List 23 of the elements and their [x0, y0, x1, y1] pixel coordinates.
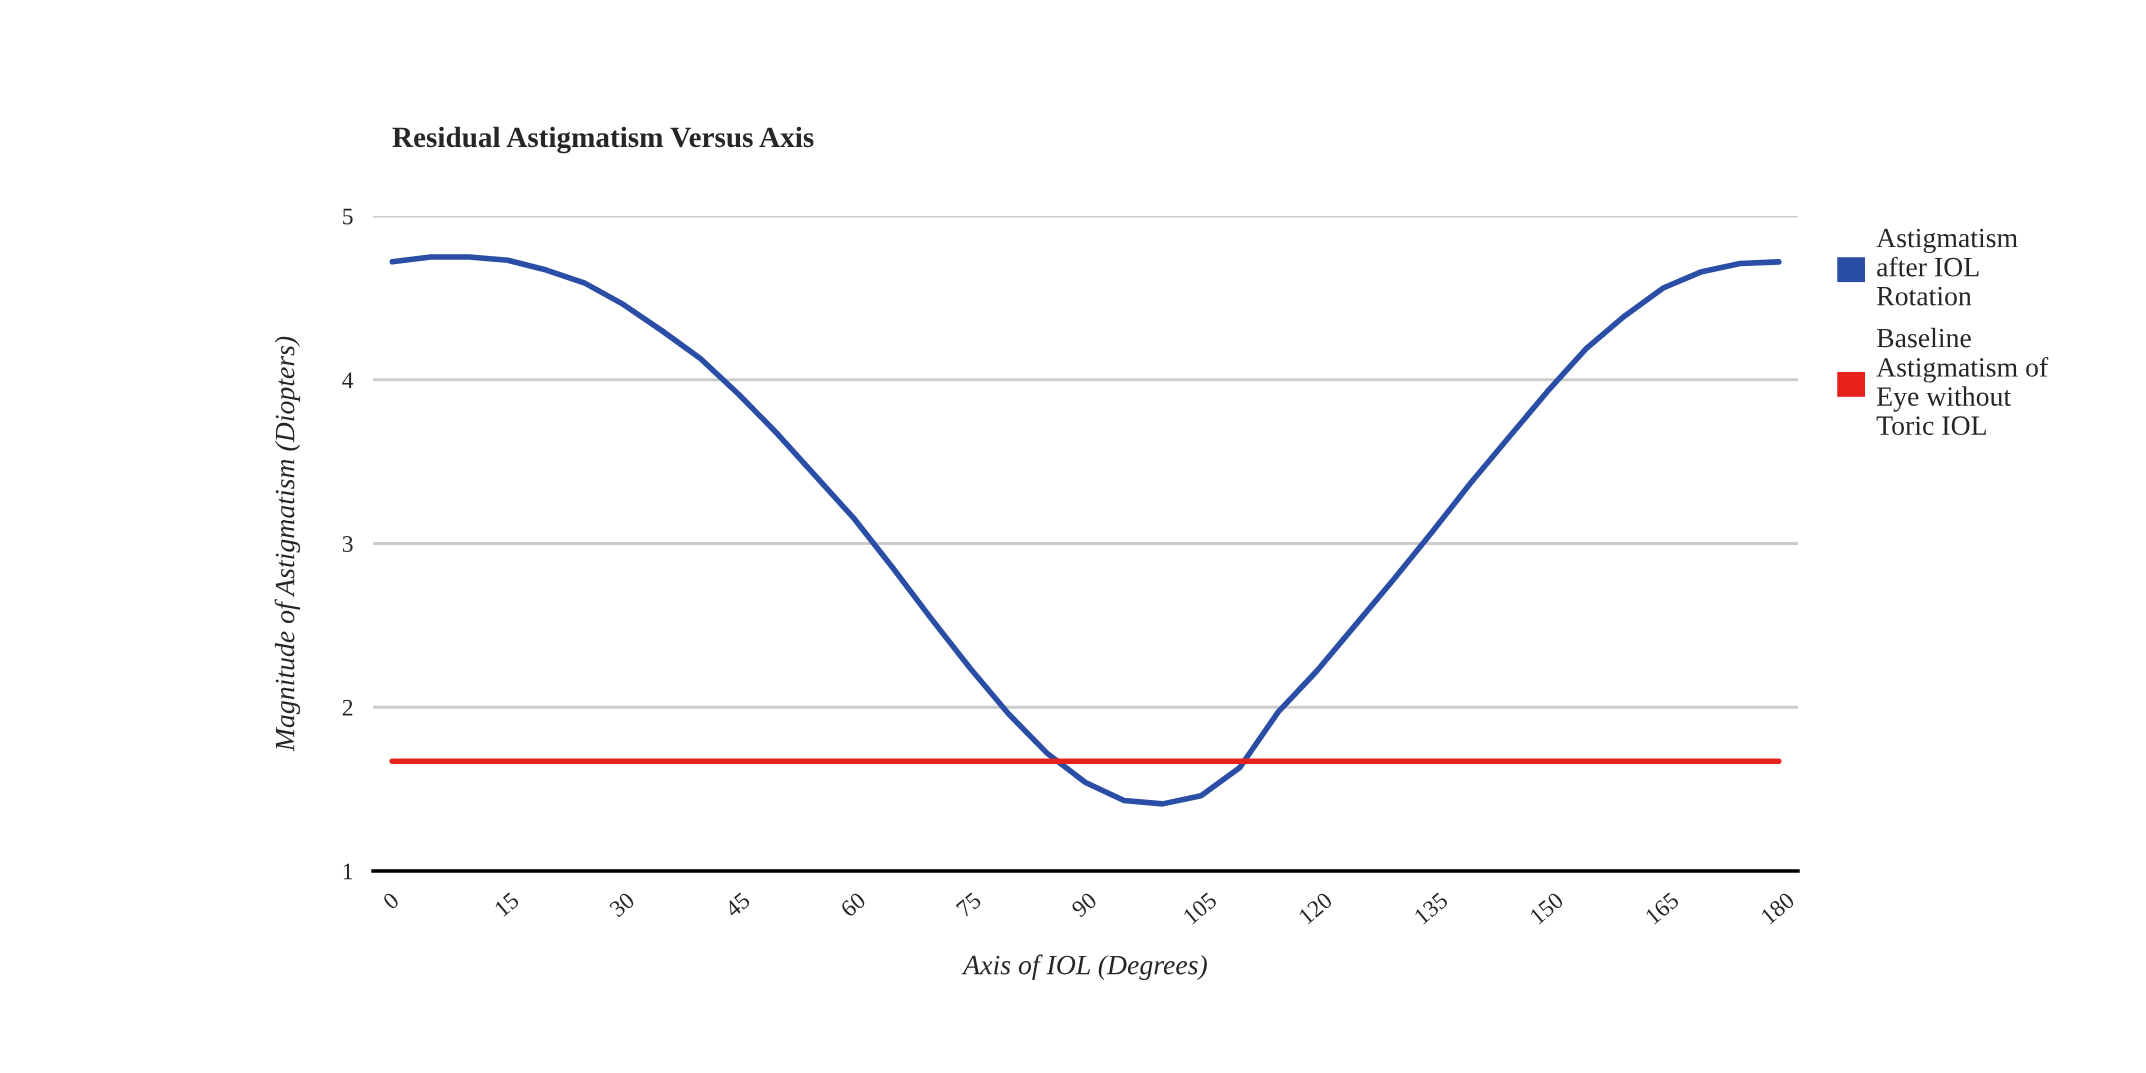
x-tick-label: 180 [1760, 891, 1796, 925]
x-tick-label: 105 [1182, 891, 1218, 925]
x-tick-label: 165 [1644, 891, 1680, 925]
y-tick-label: 3 [342, 536, 353, 552]
x-tick-label: 0 [381, 891, 400, 911]
x-tick-label: 15 [493, 891, 520, 918]
x-tick-label: 45 [723, 891, 752, 919]
x-tick-label: 150 [1529, 891, 1565, 925]
y-tick-label: 4 [342, 372, 354, 388]
chart-title: Residual Astigmatism Versus Axis [392, 126, 814, 154]
y-axis-title: Magnitude of Astigmatism (Diopters) [274, 336, 301, 752]
y-tick-label: 1 [343, 863, 353, 880]
x-axis-title: Axis of IOL (Degrees) [961, 954, 1207, 981]
x-tick-label: 60 [839, 891, 867, 918]
x-tick-label: 90 [1070, 891, 1098, 918]
x-tick-label: 30 [608, 891, 636, 918]
x-tick-label: 135 [1413, 891, 1449, 925]
y-tick-label: 5 [343, 208, 353, 225]
x-tick-label: 120 [1298, 891, 1334, 925]
x-tick-label: 75 [955, 891, 983, 918]
legend-label: Baseline Astigmatism of Eye without Toric IOL [1876, 327, 2049, 436]
y-tick-label: 2 [342, 699, 353, 716]
legend-label: Astigmatism after IOL Rotation [1876, 228, 2018, 306]
